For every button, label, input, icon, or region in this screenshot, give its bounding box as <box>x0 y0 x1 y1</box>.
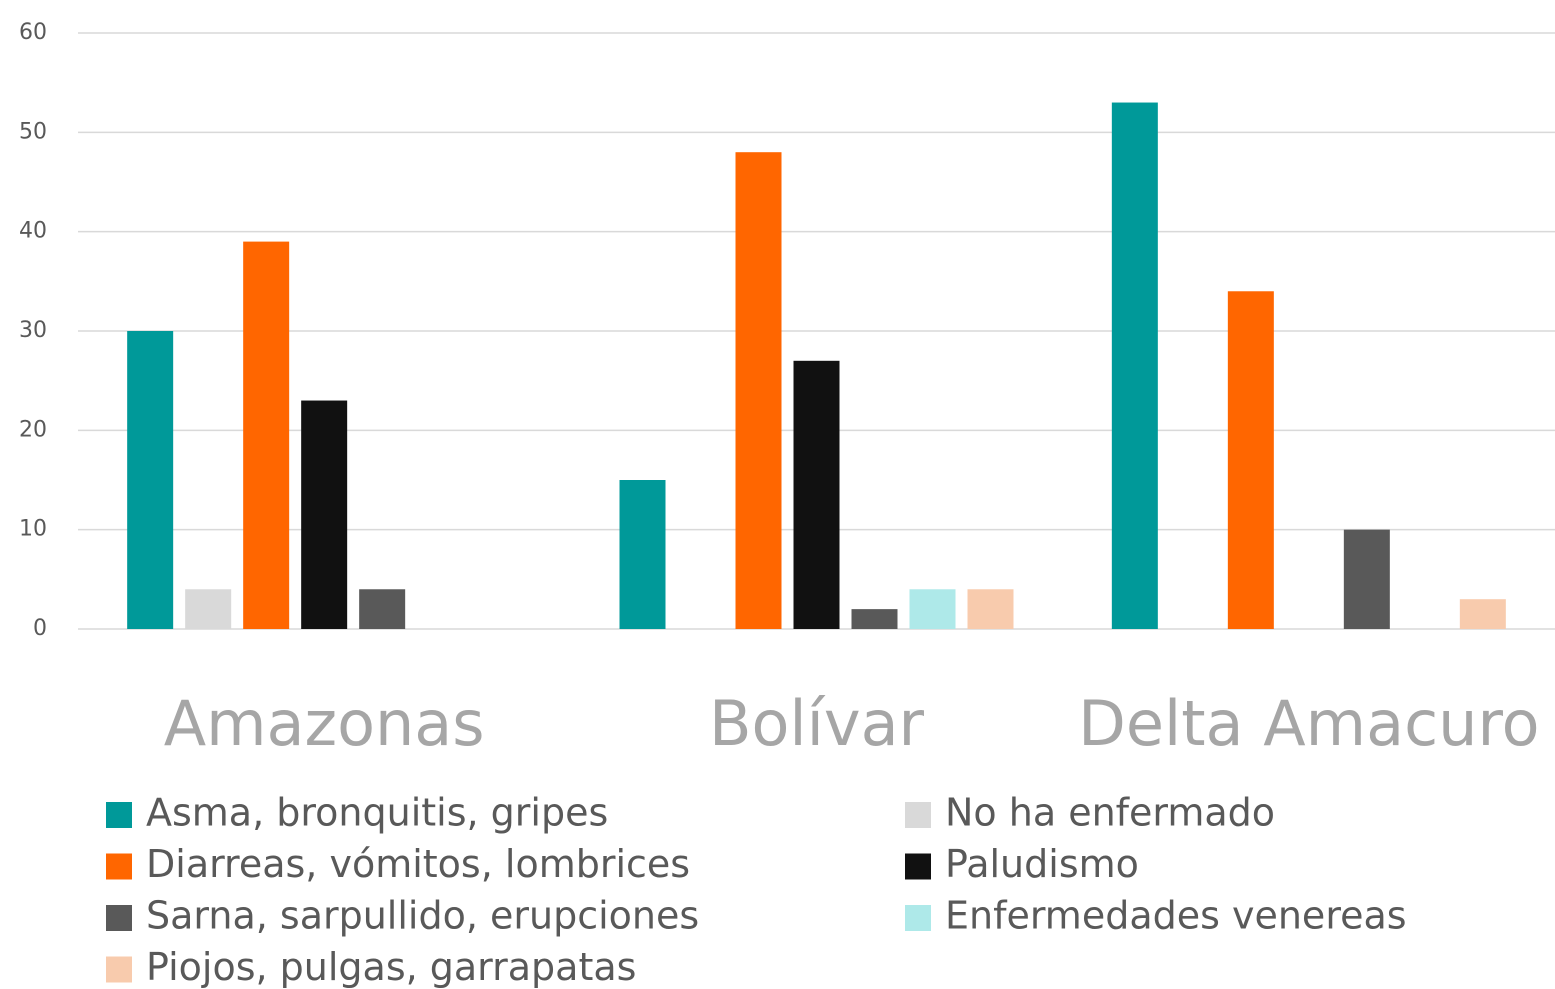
legend-label: Paludismo <box>945 842 1139 886</box>
bar <box>735 152 782 629</box>
bar <box>243 241 290 629</box>
bar <box>967 589 1014 629</box>
legend-label: Diarreas, vómitos, lombrices <box>146 842 690 886</box>
legend-swatch <box>905 905 931 931</box>
legend-label: No ha enfermado <box>945 791 1275 835</box>
y-tick-label: 40 <box>19 219 47 244</box>
bar <box>1111 102 1158 630</box>
legend-swatch <box>905 802 931 828</box>
x-tick-label: Delta Amacuro <box>1078 687 1539 760</box>
legend-swatch <box>106 802 132 828</box>
bar <box>1343 529 1390 629</box>
legend-label: Asma, bronquitis, gripes <box>146 791 608 835</box>
y-tick-label: 60 <box>19 20 47 45</box>
legend-swatch <box>905 853 931 880</box>
x-tick-label: Bolívar <box>709 687 925 760</box>
legend-label: Enfermedades venereas <box>945 894 1407 938</box>
y-tick-label: 0 <box>33 616 47 641</box>
bar <box>185 589 232 629</box>
legend-swatch <box>106 853 132 880</box>
bar <box>1459 599 1506 629</box>
y-tick-label: 30 <box>19 318 47 343</box>
y-tick-label: 10 <box>19 517 47 542</box>
bar <box>301 400 348 629</box>
bar <box>359 589 406 629</box>
legend-swatch <box>106 905 132 931</box>
bar <box>127 331 174 629</box>
y-tick-label: 50 <box>19 119 47 144</box>
legend-label: Sarna, sarpullido, erupciones <box>146 894 699 938</box>
bar <box>1227 291 1274 629</box>
y-tick-label: 20 <box>19 417 47 442</box>
legend-label: Piojos, pulgas, garrapatas <box>146 945 636 989</box>
bar <box>851 609 898 629</box>
x-tick-label: Amazonas <box>164 687 485 760</box>
bar <box>909 589 956 629</box>
bar <box>793 360 840 629</box>
legend-swatch <box>106 956 132 983</box>
bar <box>619 480 666 629</box>
